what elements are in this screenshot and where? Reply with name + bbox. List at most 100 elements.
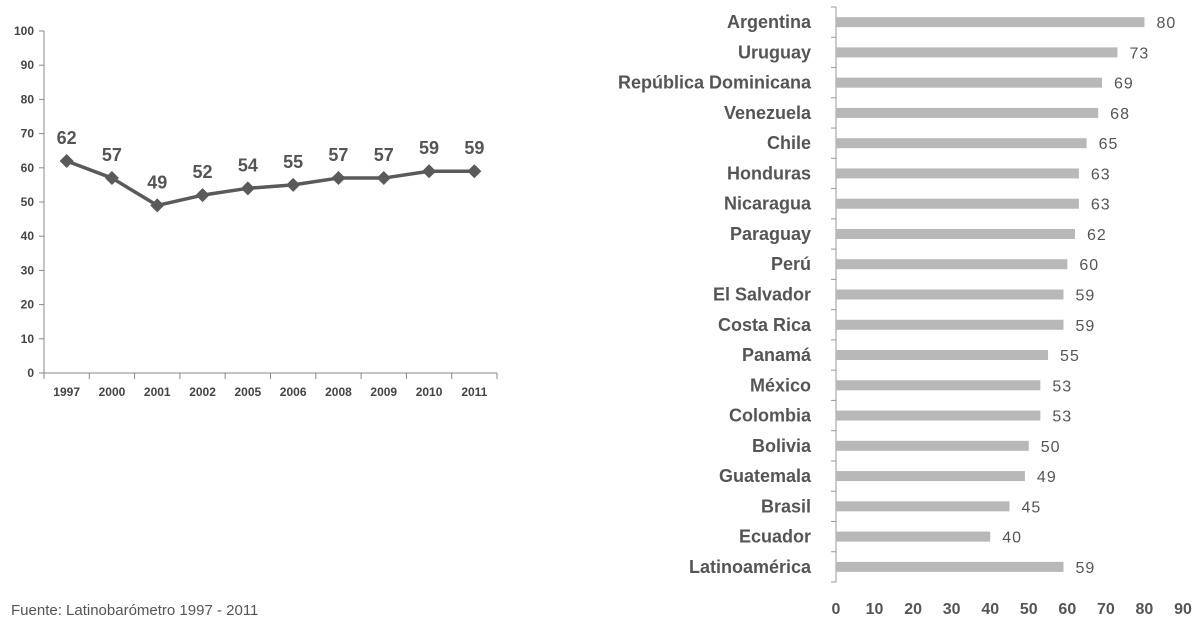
- bar-x-tick-label: 0: [832, 601, 841, 618]
- bar-x-tick-label: 40: [981, 601, 999, 618]
- bar-value-label: 50: [1041, 439, 1061, 456]
- source-note: Fuente: Latinobarómetro 1997 - 2011: [11, 602, 259, 619]
- data-point-marker: [376, 171, 391, 186]
- y-tick-label: 50: [21, 195, 35, 209]
- data-point-marker: [240, 181, 255, 196]
- data-label: 62: [57, 128, 77, 148]
- bar-x-tick-label: 90: [1174, 601, 1192, 618]
- data-label: 59: [419, 138, 439, 158]
- x-tick-label: 2006: [280, 385, 307, 399]
- category-label: Perú: [771, 254, 811, 274]
- x-tick-label: 2001: [144, 385, 171, 399]
- y-tick-label: 70: [21, 127, 35, 141]
- x-tick-label: 2008: [325, 385, 352, 399]
- x-tick-label: 2005: [234, 385, 261, 399]
- data-label: 55: [283, 152, 303, 172]
- bar-value-label: 53: [1052, 409, 1072, 426]
- data-label: 49: [147, 172, 167, 192]
- x-tick-label: 2010: [416, 385, 443, 399]
- bar-value-label: 63: [1091, 166, 1111, 183]
- bar: [836, 350, 1049, 361]
- bar: [836, 501, 1010, 512]
- category-label: Brasil: [761, 496, 811, 516]
- bar: [836, 107, 1099, 118]
- bar: [836, 410, 1041, 421]
- bar-value-label: 65: [1099, 136, 1119, 153]
- data-point-marker: [104, 171, 119, 186]
- bar-value-label: 59: [1075, 288, 1095, 305]
- y-tick-label: 20: [21, 298, 35, 312]
- series-line: [66, 159, 475, 208]
- y-tick-label: 40: [21, 229, 35, 243]
- category-label: Uruguay: [738, 42, 811, 62]
- category-label: Venezuela: [724, 103, 812, 123]
- bar: [836, 17, 1145, 28]
- bar-value-label: 53: [1052, 378, 1072, 395]
- x-tick-label: 2011: [461, 385, 487, 399]
- line-chart: 0 10 20 30 40 50 60 70 80 90 100 1997 2000 2001 2002 20…: [14, 24, 498, 399]
- y-tick-label: 30: [21, 263, 35, 277]
- bar: [836, 531, 991, 542]
- category-label: Costa Rica: [718, 315, 812, 335]
- bar: [836, 138, 1087, 149]
- y-tick-label: 100: [14, 24, 34, 38]
- y-tick-label: 10: [21, 332, 35, 346]
- bar-value-label: 49: [1037, 469, 1057, 486]
- bar: [836, 77, 1103, 88]
- y-tick-label: 80: [21, 92, 35, 106]
- y-tick-label: 90: [21, 58, 35, 72]
- bar-value-label: 59: [1075, 560, 1095, 577]
- x-tick-label: 2009: [370, 385, 397, 399]
- data-label: 52: [193, 162, 213, 182]
- bar-x-tick-label: 60: [1058, 601, 1076, 618]
- category-label: República Dominicana: [618, 73, 812, 93]
- x-tick-label: 2000: [99, 385, 126, 399]
- bar-value-label: 59: [1075, 318, 1095, 335]
- bar-value-label: 55: [1060, 348, 1080, 365]
- y-tick-label: 0: [27, 366, 34, 380]
- category-label: Honduras: [727, 163, 811, 183]
- category-label: El Salvador: [713, 285, 811, 305]
- data-point-marker: [467, 164, 482, 179]
- data-point-marker: [331, 171, 346, 186]
- data-label: 54: [238, 155, 258, 175]
- bar-value-label: 60: [1079, 257, 1099, 274]
- bar-value-label: 80: [1156, 15, 1176, 32]
- category-label: Nicaragua: [724, 194, 812, 214]
- bar-value-label: 69: [1114, 76, 1134, 93]
- y-tick-label: 60: [21, 161, 35, 175]
- category-label: Paraguay: [730, 224, 811, 244]
- category-label: México: [750, 375, 811, 395]
- data-point-marker: [150, 198, 165, 213]
- category-label: Guatemala: [719, 466, 812, 486]
- category-label: Colombia: [729, 406, 812, 426]
- bar: [836, 471, 1025, 482]
- bar-value-label: 73: [1129, 45, 1149, 62]
- bar: [836, 259, 1068, 270]
- data-point-marker: [286, 177, 301, 192]
- bar: [836, 561, 1064, 572]
- bar-value-label: 40: [1002, 530, 1022, 547]
- bar-x-tick-label: 80: [1136, 601, 1154, 618]
- data-point-marker: [59, 153, 74, 168]
- bar: [836, 440, 1029, 451]
- category-label: Latinoamérica: [689, 557, 812, 577]
- data-label: 57: [374, 145, 394, 165]
- category-label: Bolivia: [752, 436, 812, 456]
- bar-x-tick-label: 30: [943, 601, 961, 618]
- bar: [836, 168, 1079, 179]
- bar-x-tick-label: 20: [904, 601, 922, 618]
- bar-x-tick-label: 50: [1020, 601, 1038, 618]
- bar-value-label: 63: [1091, 197, 1111, 214]
- bar: [836, 47, 1118, 58]
- bar-x-tick-label: 10: [866, 601, 884, 618]
- data-point-marker: [422, 164, 437, 179]
- bar-x-tick-label: 70: [1097, 601, 1115, 618]
- bar-value-label: 68: [1110, 106, 1130, 123]
- x-tick-label: 2002: [189, 385, 216, 399]
- bar-value-label: 45: [1022, 499, 1042, 516]
- category-label: Panamá: [742, 345, 812, 365]
- bar: [836, 198, 1079, 209]
- bar-chart: Argentina 80 Uruguay 73 República Dominicana…: [618, 6, 1192, 618]
